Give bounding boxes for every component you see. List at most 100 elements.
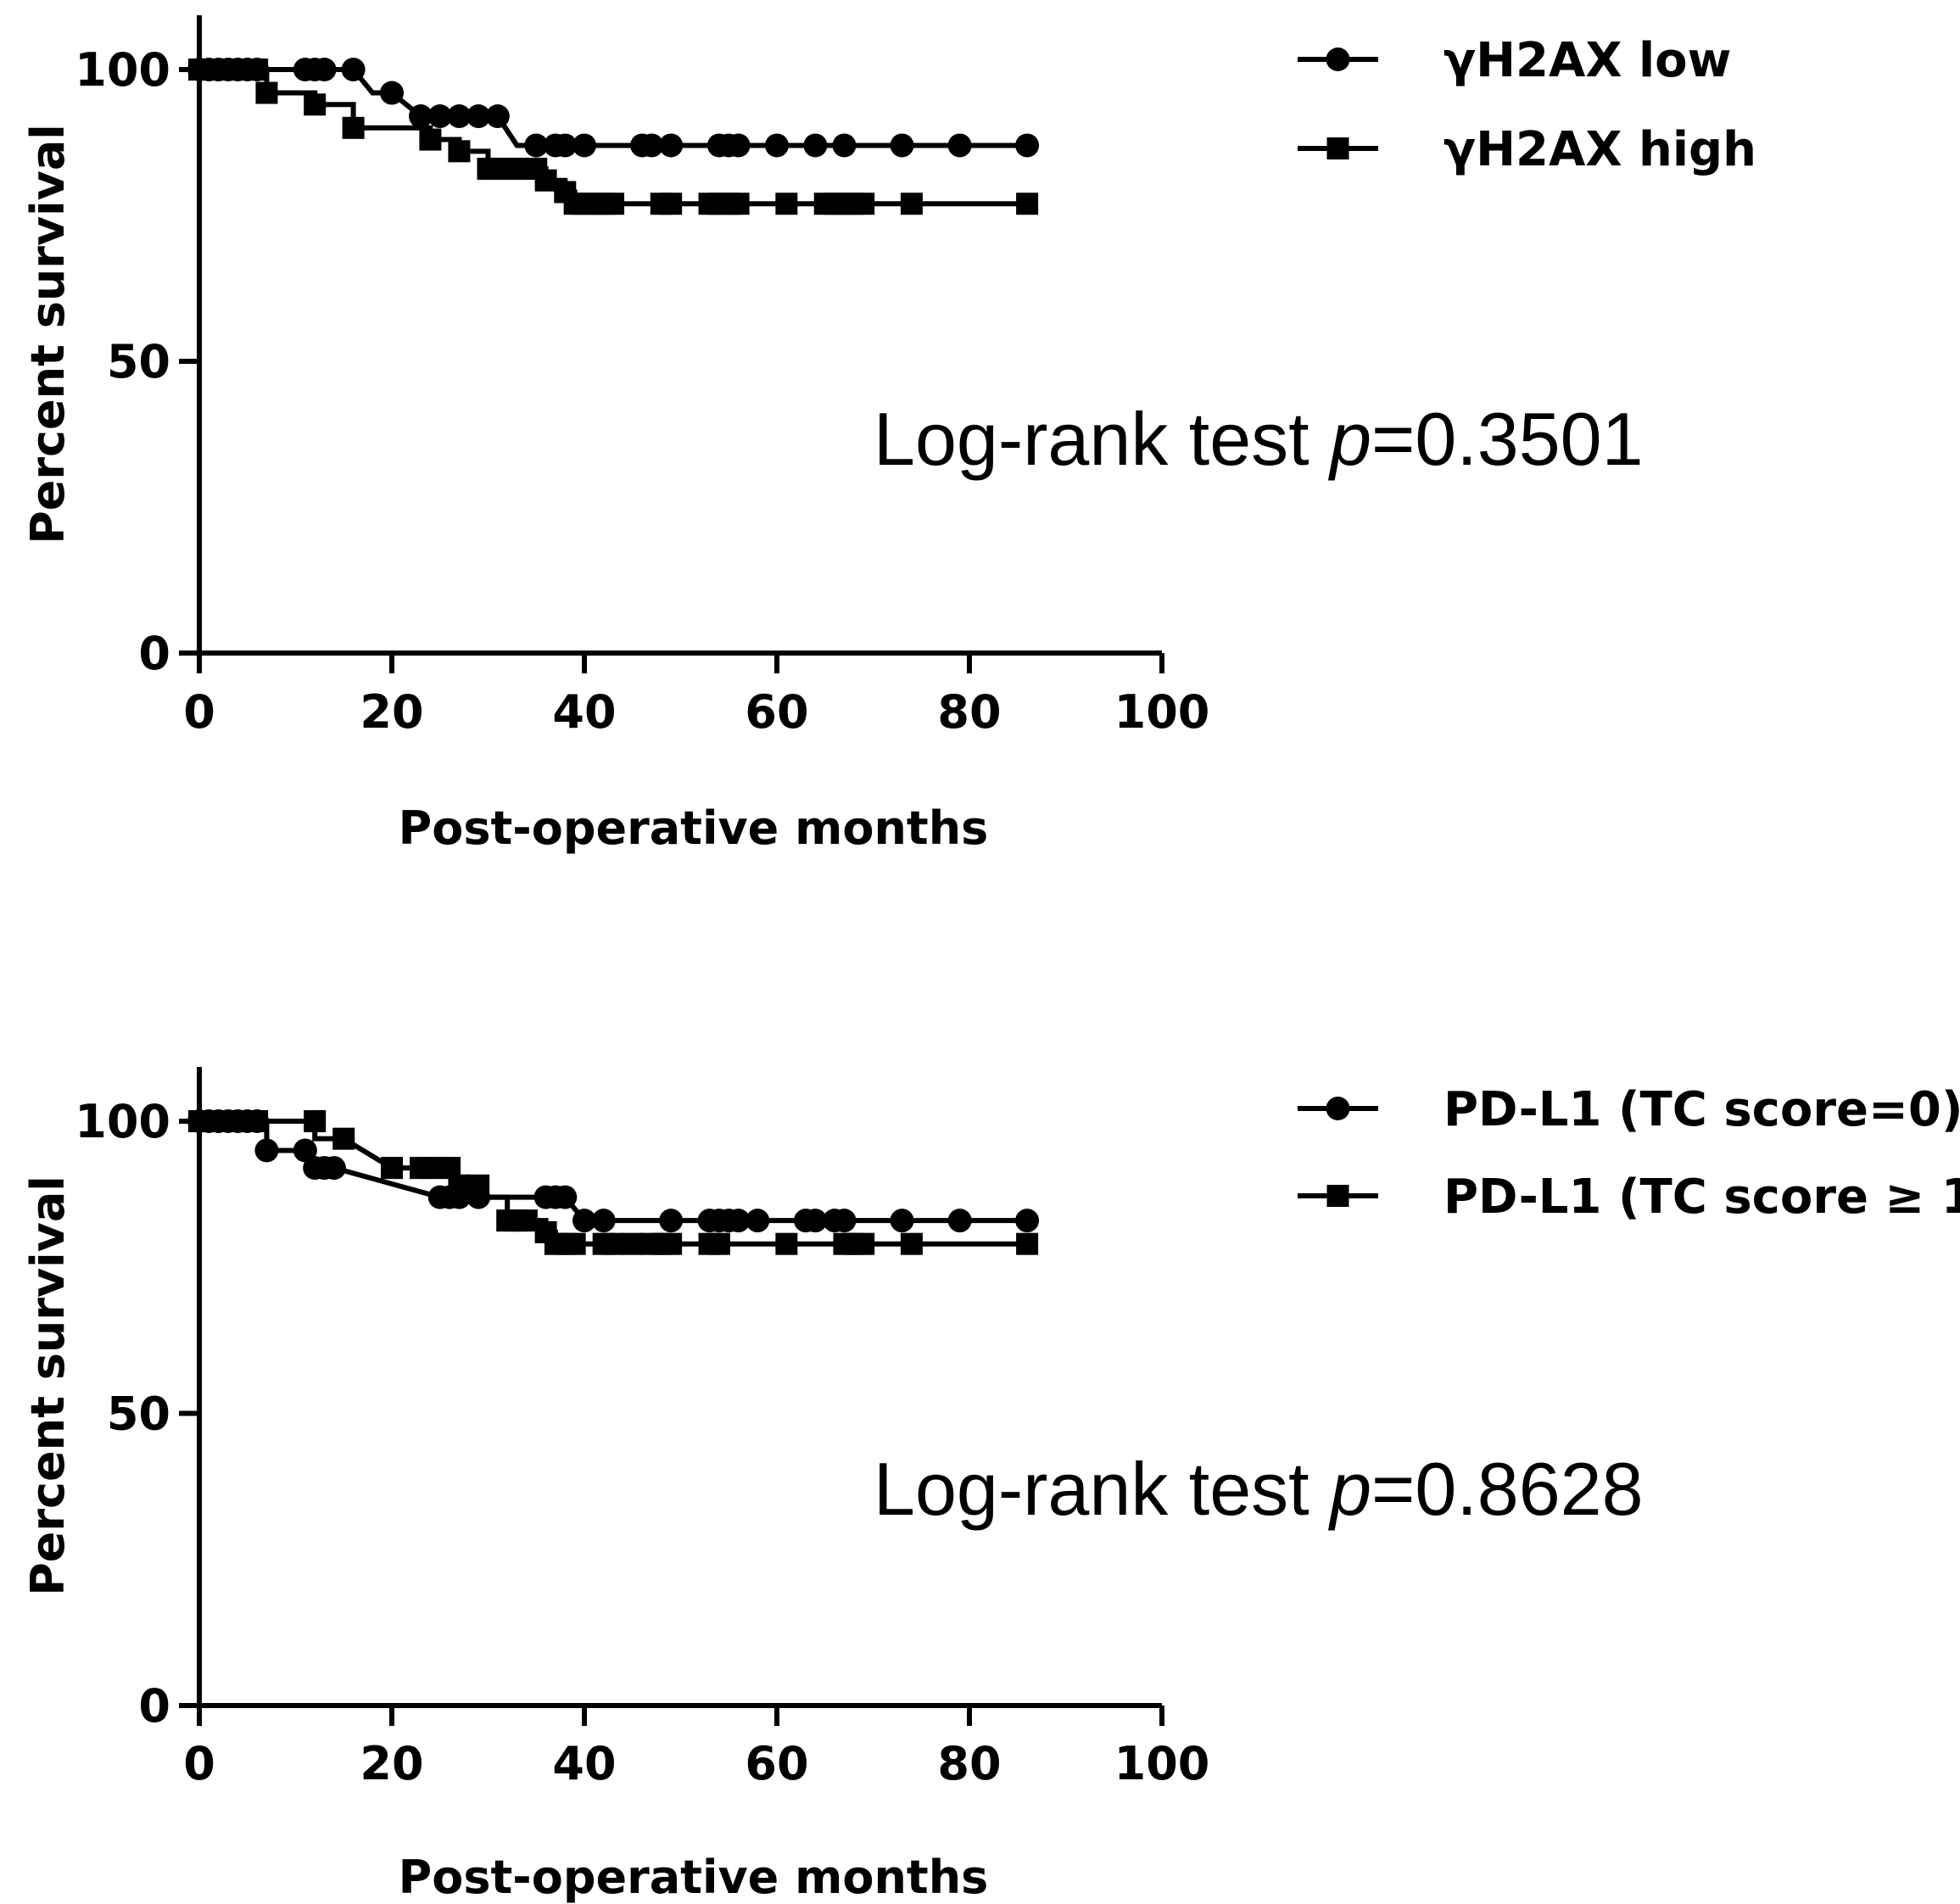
censor-mark <box>380 81 404 105</box>
censor-mark <box>659 1209 684 1233</box>
censor-mark <box>447 104 472 129</box>
censor-mark <box>572 133 596 158</box>
censor-mark <box>255 81 278 104</box>
censor-mark <box>246 59 269 81</box>
censor-mark <box>947 133 972 158</box>
legend-marker <box>1326 1185 1349 1207</box>
km-chart-1: 0 20 40 60 80 100 0 50 100 Post-operative months P… <box>21 15 1756 855</box>
censor-mark <box>534 169 557 192</box>
legend-marker <box>1326 1097 1350 1120</box>
legend-entry-1: γH2AX low <box>1298 33 1731 88</box>
censor-mark <box>900 1232 923 1255</box>
censor-mark <box>745 1209 770 1233</box>
censor-mark <box>246 1110 269 1132</box>
censor-mark <box>660 193 683 215</box>
legend-label: PD-L1 (TC score ≥ 1) <box>1443 1170 1960 1225</box>
censor-mark <box>947 1209 972 1233</box>
censor-mark <box>890 133 914 158</box>
censor-mark <box>1016 193 1039 215</box>
censor-mark <box>765 133 789 158</box>
censor-mark <box>1016 1232 1039 1255</box>
censor-mark <box>553 1185 578 1209</box>
censor-mark <box>775 193 798 215</box>
logrank-annotation: Log-rank test p=0.3501 <box>874 397 1644 481</box>
censor-mark <box>602 1232 625 1255</box>
censor-mark <box>448 140 471 163</box>
censor-mark <box>900 193 923 215</box>
x-tick-label: 60 <box>745 1737 808 1790</box>
censor-mark <box>304 93 327 116</box>
censor-mark <box>304 1110 327 1132</box>
legend-entry-2: γH2AX high <box>1298 122 1756 177</box>
censor-mark <box>803 1209 828 1233</box>
x-axis-title: Post-operative months <box>399 1851 989 1904</box>
x-tick-label: 60 <box>745 685 808 739</box>
y-tick-label: 100 <box>75 43 170 97</box>
censor-mark <box>419 128 442 151</box>
censor-mark <box>639 133 664 158</box>
x-tick-label: 40 <box>552 685 616 739</box>
legend-label: γH2AX high <box>1443 122 1756 177</box>
censor-mark <box>448 1174 471 1197</box>
censor-mark <box>524 133 549 158</box>
censor-mark <box>553 133 578 158</box>
x-tick-label: 80 <box>937 1737 1001 1790</box>
censor-mark <box>466 104 491 129</box>
x-axis-title: Post-operative months <box>399 801 989 855</box>
logrank-p-symbol: p <box>1327 397 1371 481</box>
censor-mark <box>852 1232 875 1255</box>
y-tick-label: 0 <box>138 627 170 680</box>
censor-mark <box>254 1138 279 1163</box>
x-tick-label: 20 <box>360 1737 423 1790</box>
censor-mark <box>312 58 337 81</box>
legend-label: γH2AX low <box>1443 33 1731 88</box>
legend-entry-1: PD-L1 (TC score=0) <box>1298 1082 1960 1137</box>
logrank-p-value: =0.8628 <box>1371 1447 1644 1531</box>
censor-mark <box>572 1209 596 1233</box>
censor-mark <box>726 1209 751 1233</box>
censor-mark <box>515 1209 538 1232</box>
censor-mark <box>563 1232 586 1255</box>
censor-mark <box>707 1232 730 1255</box>
censor-mark <box>321 1156 346 1181</box>
censor-mark <box>419 1157 442 1180</box>
legend-entry-2: PD-L1 (TC score ≥ 1) <box>1298 1170 1960 1225</box>
censor-mark <box>660 1232 683 1255</box>
y-tick-label: 50 <box>107 1388 170 1441</box>
x-tick-label: 100 <box>1114 1737 1210 1790</box>
censor-mark <box>832 133 857 158</box>
x-tick-label: 40 <box>552 1737 616 1790</box>
censor-mark <box>775 1232 798 1255</box>
censor-mark <box>832 1209 857 1233</box>
x-tick-label: 100 <box>1114 685 1210 739</box>
censor-mark <box>852 193 875 215</box>
km-chart-2: 0 20 40 60 80 100 0 50 100 Post-operative months P… <box>21 1067 1960 1904</box>
x-tick-label: 80 <box>937 685 1001 739</box>
censor-mark <box>427 104 452 129</box>
censor-mark <box>342 116 365 139</box>
censor-mark <box>1015 1209 1040 1233</box>
y-tick-label: 100 <box>75 1095 170 1148</box>
logrank-prefix: Log-rank test <box>874 397 1330 481</box>
censor-mark <box>332 1127 355 1150</box>
series-2 <box>188 59 1039 215</box>
censor-mark <box>293 1138 317 1163</box>
censor-mark <box>381 1157 403 1180</box>
series-2 <box>188 1110 1039 1255</box>
censor-mark <box>659 133 684 158</box>
censor-mark <box>803 133 828 158</box>
y-tick-label: 0 <box>138 1679 170 1733</box>
y-axis-title: Percent survival <box>21 124 75 544</box>
censor-mark <box>890 1209 914 1233</box>
y-tick-label: 50 <box>107 335 170 388</box>
censor-mark <box>591 1209 616 1233</box>
censor-mark <box>727 193 750 215</box>
censor-mark <box>1015 133 1040 158</box>
x-tick-label: 0 <box>183 1737 215 1790</box>
logrank-prefix: Log-rank test <box>874 1447 1330 1531</box>
x-tick-label: 0 <box>183 685 215 739</box>
x-tick-label: 20 <box>360 685 423 739</box>
legend-label: PD-L1 (TC score=0) <box>1443 1082 1960 1137</box>
censor-mark <box>467 1174 490 1197</box>
